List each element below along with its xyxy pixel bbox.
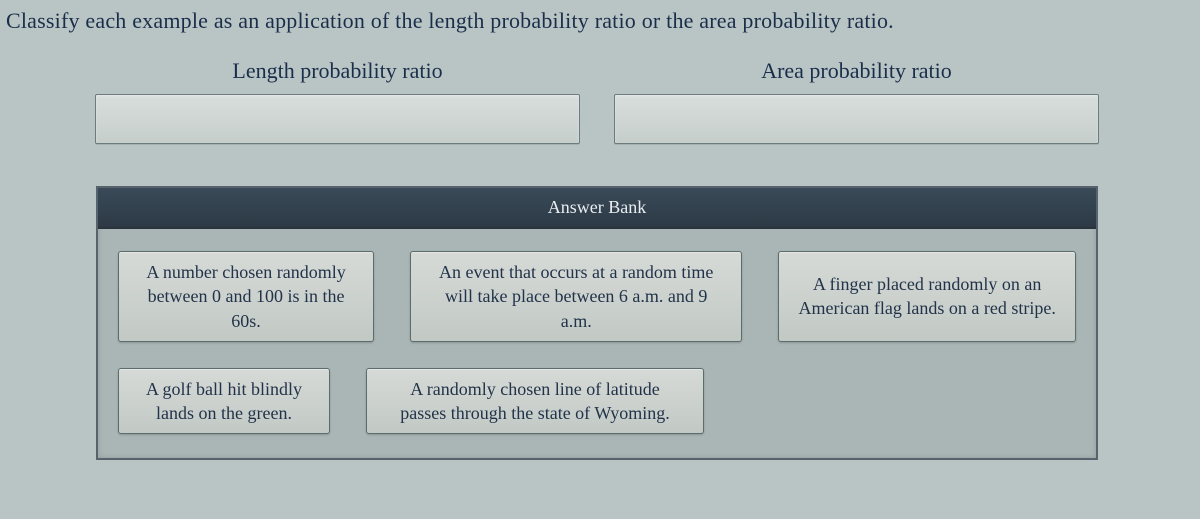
tile-flag-red-stripe[interactable]: A finger placed randomly on an American … (778, 251, 1076, 342)
answer-bank-panel: Answer Bank A number chosen randomly bet… (96, 186, 1098, 460)
area-column: Area probability ratio (615, 58, 1098, 144)
page-root: Classify each example as an application … (0, 0, 1200, 470)
length-column-title: Length probability ratio (232, 58, 442, 84)
question-prompt: Classify each example as an application … (6, 8, 1190, 34)
area-column-title: Area probability ratio (761, 58, 952, 84)
answer-bank-header: Answer Bank (98, 188, 1096, 229)
tile-event-6-9[interactable]: An event that occurs at a random time wi… (410, 251, 742, 342)
tile-latitude-wyoming[interactable]: A randomly chosen line of latitude passe… (366, 368, 704, 435)
area-dropzone[interactable] (614, 94, 1099, 144)
bank-row-1: A number chosen randomly between 0 and 1… (118, 251, 1076, 342)
drop-columns: Length probability ratio Area probabilit… (4, 58, 1190, 144)
length-dropzone[interactable] (95, 94, 580, 144)
length-column: Length probability ratio (96, 58, 579, 144)
tile-golf-green[interactable]: A golf ball hit blindly lands on the gre… (118, 368, 330, 435)
answer-bank-body: A number chosen randomly between 0 and 1… (98, 229, 1096, 458)
tile-number-60s[interactable]: A number chosen randomly between 0 and 1… (118, 251, 374, 342)
bank-row-2: A golf ball hit blindly lands on the gre… (118, 368, 1076, 435)
